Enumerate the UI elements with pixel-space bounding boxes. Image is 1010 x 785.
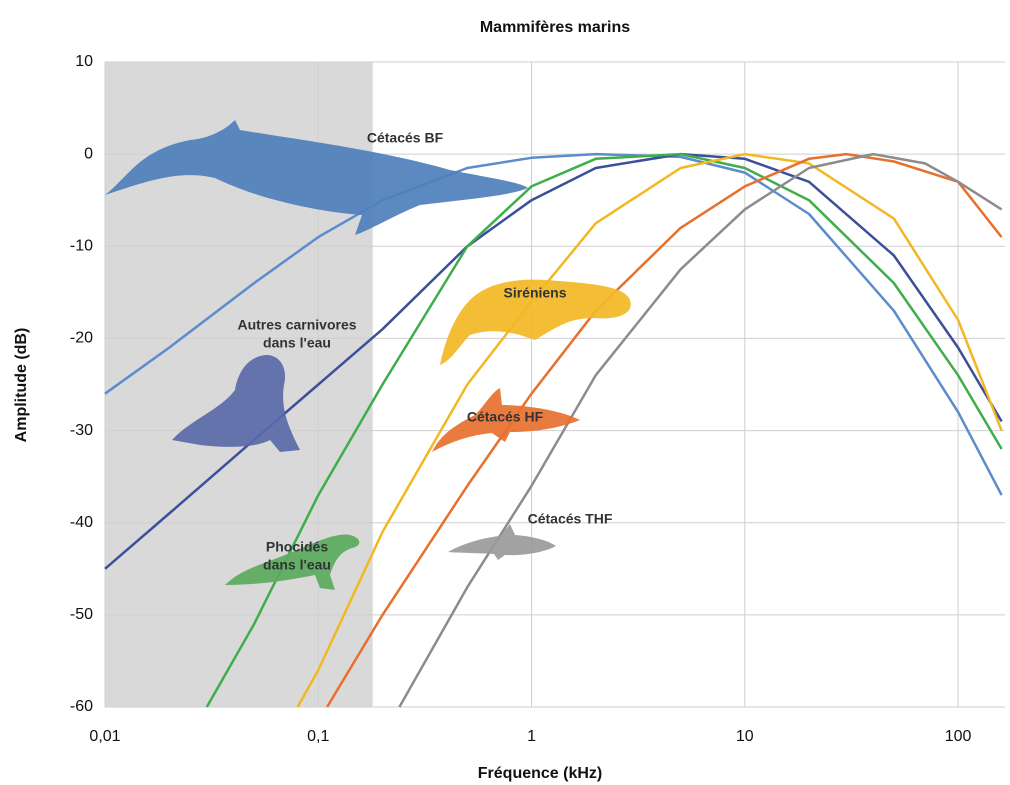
y-tick-label: 0 [84,145,93,162]
y-tick-label: -20 [70,330,93,347]
series-label: Cétacés THF [528,511,613,527]
line-layer [104,152,1003,708]
series-line [326,152,1003,708]
x-tick-label: 1 [527,728,536,745]
series-line [398,152,1003,708]
x-tick-label: 100 [945,728,972,745]
series-line [104,152,1003,496]
x-axis-label: Fréquence (kHz) [478,765,602,782]
x-tick-label: 0,01 [89,728,120,745]
chart-title: Mammifères marins [480,19,630,36]
series-line [296,152,1003,708]
seal-silhouette [225,534,360,590]
series-label: Autres carnivores [237,317,356,333]
silhouettes [105,120,631,590]
series-line [205,152,1003,708]
y-tick-label: -40 [70,514,93,531]
series-label: Phocidés [266,539,328,555]
dolphin-silhouette [432,388,580,452]
series-label: Siréniens [503,285,566,301]
series-label: dans l'eau [263,557,331,573]
x-tick-label: 10 [736,728,754,745]
y-axis-label: Amplitude (dB) [13,328,30,443]
whale-silhouette [105,120,528,235]
manatee-silhouette [440,279,631,365]
sea-lion-silhouette [172,355,300,452]
series-label: Cétacés HF [467,409,544,425]
y-tick-label: -60 [70,698,93,715]
label-layer: -60 -50 -40 -30 -20 -10 0 10 0,01 0,1 1 10 100 Cétacé… [70,53,972,745]
y-tick-label: 10 [75,53,93,70]
y-tick-label: -10 [70,238,93,255]
x-tick-label: 0,1 [307,728,329,745]
porpoise-silhouette [448,524,556,560]
y-tick-label: -30 [70,422,93,439]
series-label: Cétacés BF [367,130,444,146]
y-tick-label: -50 [70,606,93,623]
series-label: dans l'eau [263,335,331,351]
